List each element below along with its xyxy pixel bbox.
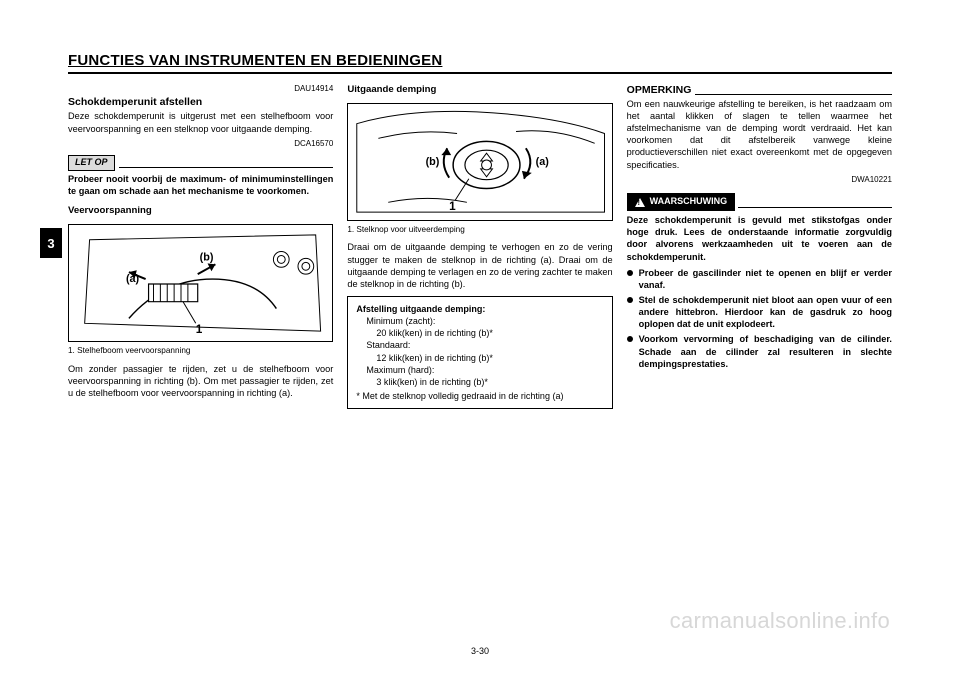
figure-caption: 1. Stelknop voor uitveerdemping xyxy=(347,225,612,236)
note-rule xyxy=(695,94,892,95)
figure-caption: 1. Stelhefboom veervoorspanning xyxy=(68,346,333,357)
fig-label-a: (a) xyxy=(536,156,550,168)
settings-footnote: * Met de stelknop volledig gedraaid in d… xyxy=(356,390,603,402)
warning-row: WAARSCHUWING xyxy=(627,193,892,211)
setting-std-value: 12 klik(ken) in de richting (b)* xyxy=(376,352,603,364)
content-columns: DAU14914 Schokdemperunit afstellen Deze … xyxy=(68,84,892,409)
bullet-text: Voorkom vervorming of beschadiging van d… xyxy=(639,333,892,369)
code-ref: DWA10221 xyxy=(627,175,892,186)
bullet-item: Voorkom vervorming of beschadiging van d… xyxy=(627,333,892,369)
notice-text: Probeer nooit voorbij de maximum- of min… xyxy=(68,173,333,197)
warning-rule xyxy=(738,207,892,208)
setting-max-label: Maximum (hard): xyxy=(366,364,603,376)
section-rule xyxy=(68,72,892,74)
warning-label: WAARSCHUWING xyxy=(650,196,728,208)
setting-max-value: 3 klik(ken) in de richting (b)* xyxy=(376,376,603,388)
bullet-icon xyxy=(627,336,633,342)
notice-label: LET OP xyxy=(68,155,115,171)
intro-paragraph: Deze schokdemperunit is uitgerust met ee… xyxy=(68,110,333,134)
warning-triangle-icon xyxy=(635,198,645,207)
adjust-paragraph: Om zonder passagier te rijden, zet u de … xyxy=(68,363,333,399)
settings-box: Afstelling uitgaande demping: Minimum (z… xyxy=(347,296,612,409)
bullet-icon xyxy=(627,270,633,276)
warning-intro: Deze schokdemperunit is gevuld met stiks… xyxy=(627,214,892,263)
chapter-tab: 3 xyxy=(40,228,62,258)
note-text: Om een nauwkeurige afstelling te bereike… xyxy=(627,98,892,171)
settings-title: Afstelling uitgaande demping: xyxy=(356,303,603,315)
fig-label-b: (b) xyxy=(426,156,440,168)
figure-rebound-damping: (b) (a) 1 xyxy=(347,103,612,221)
setting-min-value: 20 klik(ken) in de richting (b)* xyxy=(376,327,603,339)
bullet-text: Probeer de gascilinder niet te openen en… xyxy=(639,267,892,291)
note-label: OPMERKING xyxy=(627,84,692,98)
notice-rule xyxy=(119,167,334,168)
section-title: FUNCTIES VAN INSTRUMENTEN EN BEDIENINGEN xyxy=(68,52,892,69)
bullet-icon xyxy=(627,297,633,303)
bullet-text: Stel de schokdemperunit niet bloot aan o… xyxy=(639,294,892,330)
column-1: DAU14914 Schokdemperunit afstellen Deze … xyxy=(68,84,333,409)
subsection-heading: Schokdemperunit afstellen xyxy=(68,96,333,110)
bullet-item: Probeer de gascilinder niet te openen en… xyxy=(627,267,892,291)
setting-std-label: Standaard: xyxy=(366,339,603,351)
fig-label-a: (a) xyxy=(126,273,140,285)
setting-min-label: Minimum (zacht): xyxy=(366,315,603,327)
column-2: Uitgaande demping (b) (a) xyxy=(347,84,612,409)
warning-bullets: Probeer de gascilinder niet te openen en… xyxy=(627,267,892,370)
figure-spring-preload: (a) (b) 1 xyxy=(68,224,333,342)
manual-page: FUNCTIES VAN INSTRUMENTEN EN BEDIENINGEN… xyxy=(0,0,960,678)
code-ref: DAU14914 xyxy=(68,84,333,95)
fig-label-b: (b) xyxy=(200,251,214,263)
spring-preload-heading: Veervoorspanning xyxy=(68,205,333,218)
watermark-text: carmanualsonline.info xyxy=(670,608,890,634)
rebound-paragraph: Draai om de uitgaande demping te verhoge… xyxy=(347,241,612,290)
bullet-item: Stel de schokdemperunit niet bloot aan o… xyxy=(627,294,892,330)
code-ref: DCA16570 xyxy=(68,139,333,150)
fig-label-1: 1 xyxy=(450,200,457,213)
note-heading-row: OPMERKING xyxy=(627,84,892,98)
warning-label-box: WAARSCHUWING xyxy=(627,193,736,211)
fig-label-1: 1 xyxy=(196,323,203,336)
page-number: 3-30 xyxy=(0,646,960,656)
rebound-heading: Uitgaande demping xyxy=(347,84,612,97)
notice-row: LET OP xyxy=(68,155,333,171)
column-3: OPMERKING Om een nauwkeurige afstelling … xyxy=(627,84,892,409)
